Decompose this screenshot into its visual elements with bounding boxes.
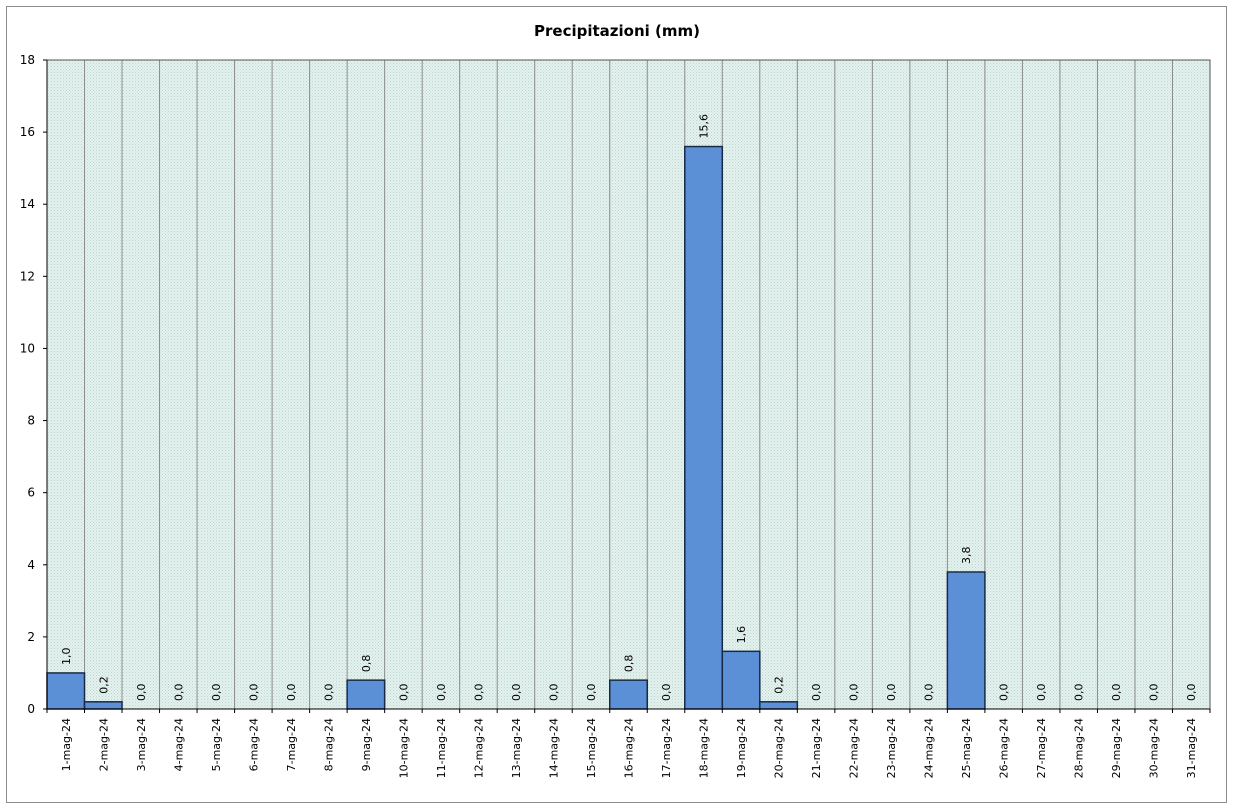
x-tick-label: 4-mag-24 xyxy=(172,718,185,771)
y-tick-label: 12 xyxy=(20,269,35,283)
data-label: 0,0 xyxy=(435,684,448,702)
data-label: 0,8 xyxy=(360,655,373,673)
plot-area xyxy=(47,60,1210,709)
bar xyxy=(346,679,386,710)
data-label: 0,0 xyxy=(135,684,148,702)
data-label: 1,6 xyxy=(735,626,748,644)
data-label: 0,0 xyxy=(1073,684,1086,702)
data-label: 1,0 xyxy=(60,647,73,665)
data-label: 3,8 xyxy=(960,546,973,564)
x-tick-label: 19-mag-24 xyxy=(735,718,748,778)
chart-title: Precipitazioni (mm) xyxy=(534,22,700,40)
data-label: 0,0 xyxy=(585,684,598,702)
bar xyxy=(946,571,986,710)
bar xyxy=(721,650,761,710)
x-tick-label: 21-mag-24 xyxy=(810,718,823,778)
y-tick-label: 18 xyxy=(20,53,35,67)
x-tick-label: 18-mag-24 xyxy=(698,718,711,778)
y-tick-label: 10 xyxy=(20,341,35,355)
x-tick-label: 20-mag-24 xyxy=(773,718,786,778)
x-tick-label: 5-mag-24 xyxy=(210,718,223,771)
x-tick-label: 26-mag-24 xyxy=(998,718,1011,778)
data-label: 0,0 xyxy=(810,684,823,702)
x-tick-label: 2-mag-24 xyxy=(97,718,110,771)
data-label: 0,0 xyxy=(247,684,260,702)
data-label: 0,8 xyxy=(623,655,636,673)
data-label: 0,0 xyxy=(172,684,185,702)
bar xyxy=(759,701,799,710)
data-label: 0,0 xyxy=(285,684,298,702)
x-tick-label: 22-mag-24 xyxy=(848,718,861,778)
x-tick-label: 24-mag-24 xyxy=(923,718,936,778)
data-label: 0,0 xyxy=(998,683,1011,701)
x-tick-label: 1-mag-24 xyxy=(60,718,73,771)
x-tick-label: 28-mag-24 xyxy=(1073,718,1086,778)
y-tick-label: 2 xyxy=(27,630,35,644)
x-tick-label: 17-mag-24 xyxy=(660,718,673,778)
data-label: 15,6 xyxy=(698,114,711,139)
data-labels: 1,0 0,2 0,0 0,0 0,0 0,0 0,0 0,0 0,8 0,0 0,0 0,0 0,0 0… xyxy=(60,114,1198,701)
x-tick-label: 13-mag-24 xyxy=(510,718,523,778)
data-label: 0,0 xyxy=(510,684,523,702)
x-tick-label: 7-mag-24 xyxy=(285,718,298,771)
x-tick-label: 27-mag-24 xyxy=(1035,718,1048,778)
x-tick-label: 6-mag-24 xyxy=(247,718,260,771)
data-label: 0,0 xyxy=(397,684,410,702)
x-tick-label: 16-mag-24 xyxy=(623,718,636,778)
data-label: 0,0 xyxy=(472,684,485,702)
data-label: 0,0 xyxy=(660,684,673,702)
y-axis: 0 2 4 6 8 10 12 14 16 18 xyxy=(20,53,48,716)
data-label: 0,0 xyxy=(848,684,861,702)
grid-lines xyxy=(46,59,1211,710)
data-label: 0,2 xyxy=(97,676,110,694)
data-label: 0,0 xyxy=(322,684,335,702)
bar xyxy=(608,679,649,710)
data-label: 0,0 xyxy=(885,684,898,702)
y-tick-label: 4 xyxy=(27,558,35,572)
y-tick-label: 8 xyxy=(27,414,35,428)
data-label: 0,0 xyxy=(923,684,936,702)
x-tick-label: 11-mag-24 xyxy=(435,718,448,778)
y-tick-label: 14 xyxy=(20,197,35,211)
data-label: 0,0 xyxy=(1148,684,1161,702)
x-tick-label: 10-mag-24 xyxy=(397,718,410,778)
y-tick-label: 6 xyxy=(27,486,35,500)
x-tick-label: 23-mag-24 xyxy=(885,718,898,778)
data-label: 0,0 xyxy=(1035,684,1048,702)
x-tick-label: 9-mag-24 xyxy=(360,718,373,771)
data-label: 0,0 xyxy=(1110,684,1123,702)
data-label: 0,0 xyxy=(210,684,223,702)
y-tick-label: 16 xyxy=(20,125,35,139)
data-label: 0,0 xyxy=(547,684,560,702)
x-tick-label: 12-mag-24 xyxy=(472,718,485,778)
bar xyxy=(684,145,724,710)
x-tick-label: 25-mag-24 xyxy=(960,718,973,778)
x-tick-label: 15-mag-24 xyxy=(585,718,598,778)
x-tick-label: 31-mag-24 xyxy=(1185,718,1198,778)
bar xyxy=(46,672,86,710)
bar xyxy=(83,701,123,710)
x-tick-label: 3-mag-24 xyxy=(135,718,148,771)
x-tick-label: 14-mag-24 xyxy=(547,718,560,778)
y-tick-label: 0 xyxy=(27,702,35,716)
data-label: 0,2 xyxy=(773,676,786,694)
x-tick-label: 8-mag-24 xyxy=(322,718,335,771)
x-tick-label: 30-mag-24 xyxy=(1148,718,1161,778)
x-tick-label: 29-mag-24 xyxy=(1110,718,1123,778)
data-label: 0,0 xyxy=(1185,684,1198,702)
x-axis: 1-mag-24 2-mag-24 3-mag-24 4-mag-24 5-mag-24… xyxy=(46,708,1211,778)
